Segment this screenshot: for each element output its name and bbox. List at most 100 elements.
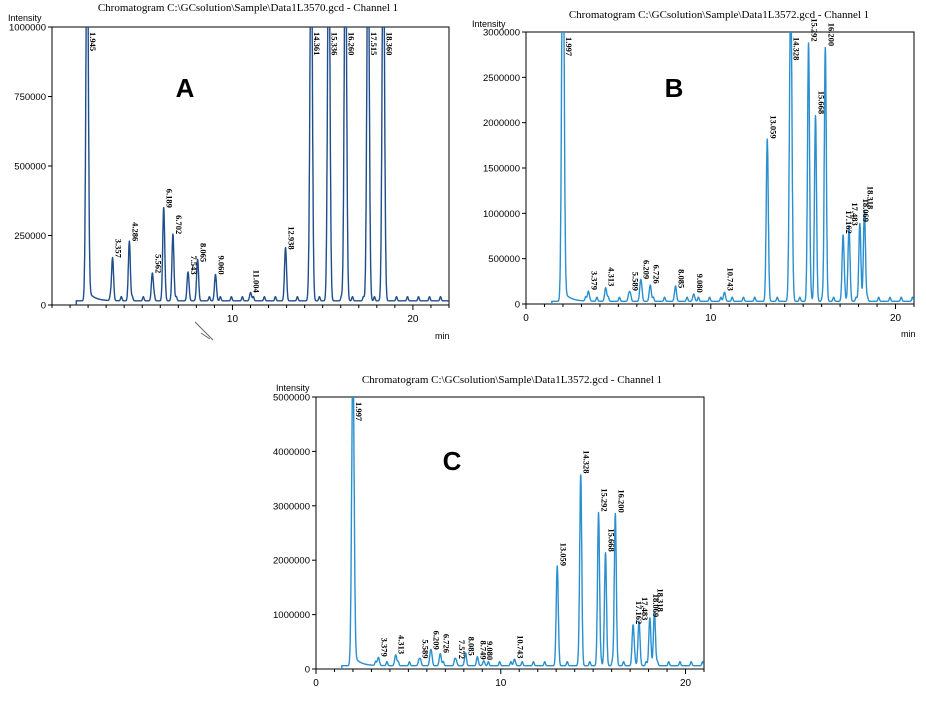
peak-label: 8.085: [466, 637, 476, 656]
peak-label: 13.059: [558, 543, 568, 566]
y-tick-label: 0: [305, 665, 310, 676]
plot-frame: [525, 31, 915, 305]
panel-a-label: A: [176, 73, 195, 103]
peak-label: 17.515: [369, 32, 379, 55]
y-tick-label: 500000: [488, 254, 520, 265]
peak-label: 8.065: [199, 243, 209, 262]
x-tick-label: 20: [890, 313, 902, 324]
plot-frame: [315, 396, 705, 670]
peak-label: 5.589: [420, 639, 430, 658]
x-tick-label: 10: [705, 313, 717, 324]
panel-b: Chromatogram C:\GCsolution\Sample\Data1L…: [472, 9, 916, 339]
panel-c-ylabel: Intensity: [276, 383, 310, 393]
panel-c-title: Chromatogram C:\GCsolution\Sample\Data1L…: [362, 374, 662, 386]
peak-label: 6.726: [441, 634, 451, 653]
peak-label: 9.080: [485, 641, 495, 660]
peak-label: 18.318: [865, 186, 875, 209]
peak-label: 18.360: [384, 32, 394, 55]
y-tick-label: 0: [515, 300, 520, 311]
peak-label: 6.209: [432, 631, 442, 650]
x-tick-label: 20: [680, 678, 692, 689]
peak-label: 1.945: [88, 32, 98, 51]
panel-a: Chromatogram C:\GCsolution\Sample\Data1L…: [8, 2, 450, 341]
peak-label: 15.336: [330, 32, 340, 55]
peak-label: 7.543: [189, 255, 199, 274]
peak-label: 14.328: [792, 37, 802, 60]
y-tick-label: 1000000: [273, 610, 310, 621]
panel-b-label: B: [665, 73, 684, 103]
peak-label: 15.292: [600, 488, 610, 511]
chromatogram-trace: [341, 397, 704, 669]
panel-b-title: Chromatogram C:\GCsolution\Sample\Data1L…: [569, 9, 869, 21]
peak-label: 15.668: [607, 528, 617, 551]
peak-label: 14.361: [312, 32, 322, 55]
y-tick-label: 1000000: [9, 23, 46, 34]
x-tick-label: 20: [407, 314, 419, 325]
peak-label: 15.292: [810, 18, 820, 41]
panel-a-decoration: [194, 321, 214, 341]
peak-label: 17.483: [640, 597, 650, 620]
peak-label: 1.997: [564, 37, 574, 57]
peak-label: 9.080: [695, 274, 705, 293]
peak-label: 3.379: [379, 638, 389, 657]
scan-artifact-mark: [194, 321, 214, 341]
y-tick-label: 2000000: [273, 556, 310, 567]
y-tick-label: 4000000: [273, 447, 310, 458]
peak-label: 8.749: [479, 640, 489, 659]
y-tick-label: 0: [41, 301, 46, 312]
y-tick-label: 3000000: [273, 501, 310, 512]
peak-label: 13.059: [768, 115, 778, 138]
x-tick-label: 0: [313, 678, 319, 689]
peak-label: 18.318: [655, 588, 665, 611]
panel-b-plot: 0 500000 1000000 1500000 2000000 2500000 30000…: [483, 18, 915, 324]
peak-label: 17.483: [850, 202, 860, 225]
x-tick-label: 0: [523, 313, 529, 324]
panel-a-ylabel: Intensity: [8, 13, 42, 23]
peak-label: 6.209: [642, 260, 652, 279]
panel-c-plot: 0 1000000 2000000 3000000 4000000 5000000 0 10 2…: [273, 393, 705, 689]
panel-a-title: Chromatogram C:\GCsolution\Sample\Data1L…: [98, 2, 398, 14]
peak-label: 17.162: [634, 601, 644, 624]
peak-label: 3.379: [589, 271, 599, 290]
peak-label: 10.743: [516, 635, 526, 658]
peak-label: 17.162: [844, 210, 854, 233]
panel-b-xlabel: min: [901, 329, 916, 339]
peak-label: 4.286: [130, 222, 140, 241]
chromatogram-trace: [75, 27, 449, 305]
panel-a-xlabel: min: [435, 331, 450, 341]
peak-label: 1.997: [354, 402, 364, 422]
peak-label: 8.085: [676, 269, 686, 288]
panel-c: Chromatogram C:\GCsolution\Sample\Data1L…: [273, 374, 705, 689]
y-tick-label: 500000: [14, 162, 46, 173]
peak-label: 15.668: [817, 91, 827, 114]
peak-label: 16.200: [616, 489, 626, 512]
peak-label: 10.743: [726, 268, 736, 291]
peak-label: 11.004: [252, 270, 262, 294]
peak-label: 6.726: [651, 265, 661, 284]
peak-label: 4.313: [607, 267, 617, 286]
peak-label: 18.069: [861, 199, 871, 222]
x-tick-label: 10: [495, 678, 507, 689]
y-tick-label: 1000000: [483, 209, 520, 220]
panel-c-label: C: [443, 446, 462, 476]
peak-label: 9.060: [217, 255, 227, 274]
y-tick-label: 250000: [14, 231, 46, 242]
y-tick-label: 1500000: [483, 164, 520, 175]
y-tick-label: 2000000: [483, 118, 520, 129]
peak-label: 14.328: [582, 450, 592, 473]
peak-label: 6.702: [174, 215, 184, 234]
peak-label: 16.260: [346, 32, 356, 55]
y-tick-label: 5000000: [273, 393, 310, 404]
peak-label: 5.562: [153, 254, 163, 273]
y-tick-label: 2500000: [483, 73, 520, 84]
x-tick-label: 10: [227, 314, 239, 325]
peak-label: 4.313: [397, 635, 407, 654]
panel-b-ylabel: Intensity: [472, 19, 506, 29]
panel-a-plot: 0 250000 500000 750000 1000000 10 20 1.945 3.357…: [9, 23, 450, 325]
peak-label: 16.200: [826, 23, 836, 46]
peak-label: 3.357: [114, 239, 124, 259]
peak-label: 7.572: [457, 640, 467, 659]
peak-label: 6.189: [165, 189, 175, 208]
peak-label: 18.069: [651, 594, 661, 617]
